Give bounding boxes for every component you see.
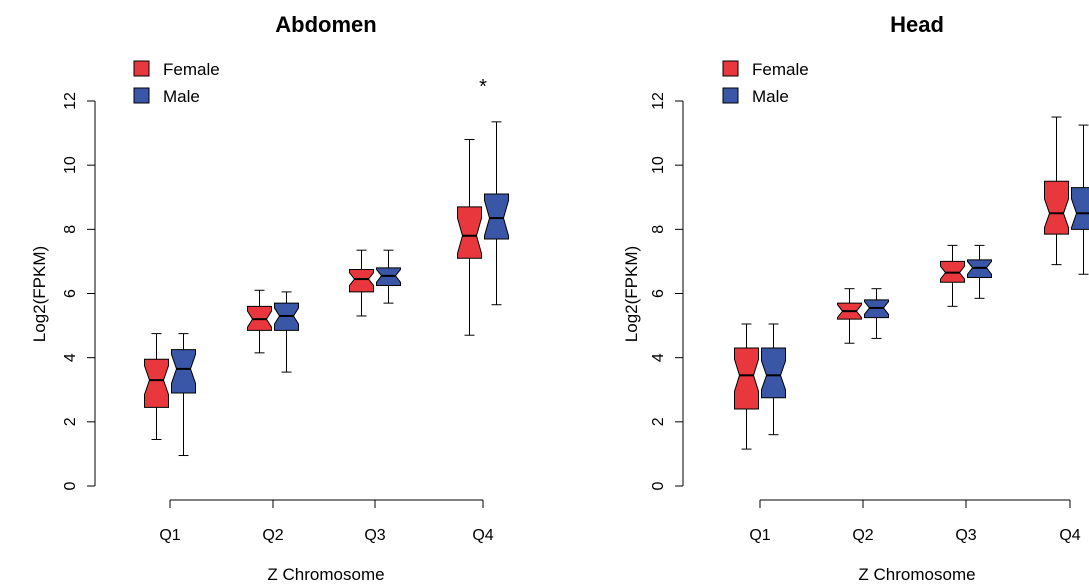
x-tick-label: Q4 — [472, 527, 493, 544]
x-tick-label: Q3 — [955, 527, 976, 544]
x-tick-label: Q4 — [1059, 527, 1080, 544]
box-female-q3 — [349, 268, 374, 293]
x-tick-label: Q2 — [262, 527, 283, 544]
box-female-q1 — [144, 358, 169, 408]
y-tick-label: 12 — [62, 92, 79, 110]
y-tick-label: 12 — [650, 92, 667, 110]
x-tick-label: Q3 — [364, 527, 385, 544]
chart-title: Head — [890, 12, 944, 37]
x-tick-label: Q1 — [749, 527, 770, 544]
y-tick-label: 0 — [650, 481, 667, 490]
y-tick-label: 8 — [650, 225, 667, 234]
box-female-q4 — [1044, 180, 1069, 235]
box-male-q1 — [171, 349, 196, 394]
y-axis-label: Log2(FPKM) — [30, 246, 49, 342]
box-male-q4 — [484, 193, 509, 240]
y-tick-label: 6 — [650, 289, 667, 298]
y-tick-label: 4 — [650, 353, 667, 362]
box-male-q1 — [761, 347, 786, 399]
legend-swatch-female — [722, 60, 739, 77]
legend-label-female: Female — [163, 60, 220, 79]
legend-label-male: Male — [752, 87, 789, 106]
y-tick-label: 0 — [62, 481, 79, 490]
y-tick-label: 10 — [650, 156, 667, 174]
box-female-q1 — [734, 347, 759, 410]
legend-swatch-male — [722, 87, 739, 104]
y-axis-label: Log2(FPKM) — [622, 246, 641, 342]
plot-area: 0 2 4 6 8 10 12 Q1 Q2 Q3 Q4 * — [62, 76, 509, 544]
y-tick-label: 10 — [62, 156, 79, 174]
y-tick-label: 4 — [62, 353, 79, 362]
box-female-q4 — [457, 206, 482, 259]
y-tick-label: 2 — [650, 417, 667, 426]
chart-title: Abdomen — [275, 12, 376, 37]
plot-area: 0 2 4 6 8 10 12 Q1 Q2 Q3 Q4 — [650, 92, 1089, 544]
x-axis-label: Z Chromosome — [858, 565, 975, 584]
y-tick-label: 8 — [62, 225, 79, 234]
legend: Female Male — [722, 60, 809, 106]
legend-swatch-female — [133, 60, 150, 77]
significance-marker: * — [479, 76, 487, 98]
y-tick-label: 2 — [62, 417, 79, 426]
legend-label-female: Female — [752, 60, 809, 79]
box-male-q4 — [1071, 187, 1089, 230]
y-tick-label: 6 — [62, 289, 79, 298]
x-tick-label: Q2 — [852, 527, 873, 544]
head-panel: Head Log2(FPKM) Z Chromosome Female Male… — [622, 12, 1089, 584]
legend: Female Male — [133, 60, 220, 106]
legend-swatch-male — [133, 87, 150, 104]
x-axis-label: Z Chromosome — [267, 565, 384, 584]
x-tick-label: Q1 — [159, 527, 180, 544]
abdomen-panel: Abdomen Log2(FPKM) Z Chromosome Female M… — [30, 12, 509, 584]
legend-label-male: Male — [163, 87, 200, 106]
